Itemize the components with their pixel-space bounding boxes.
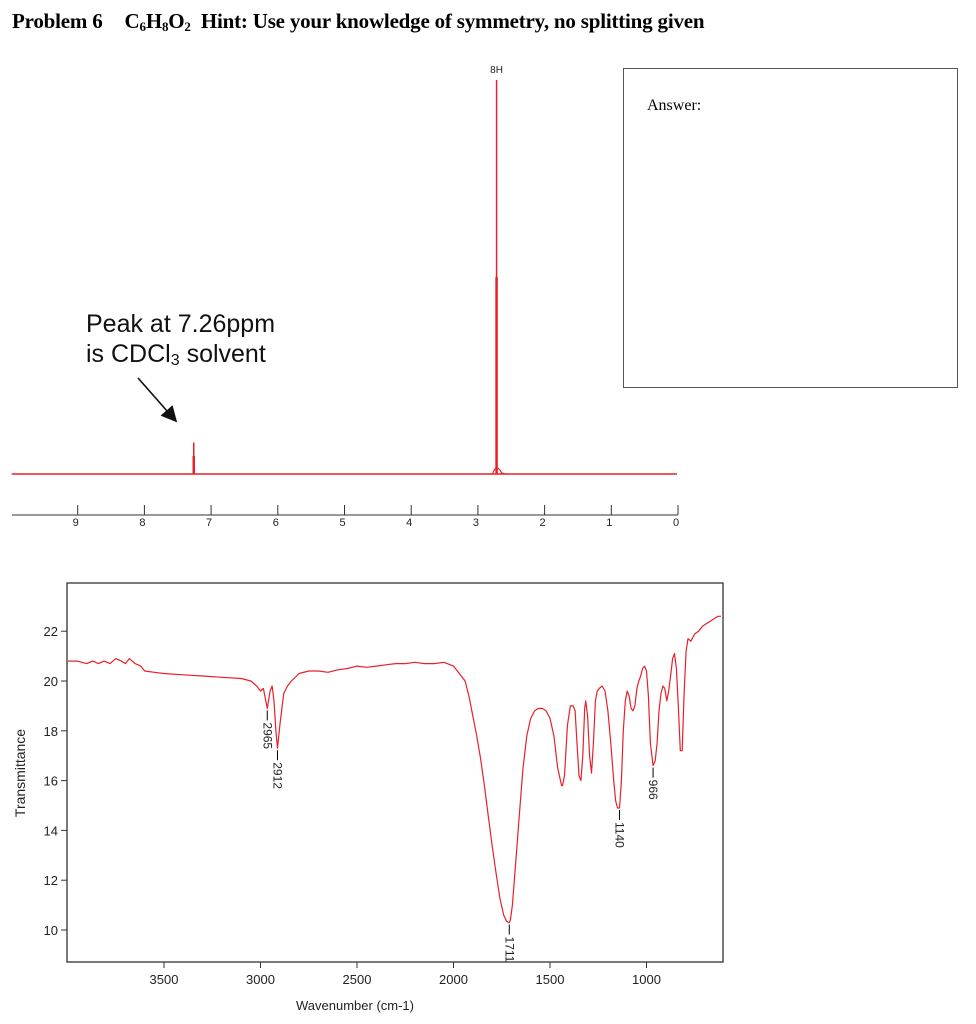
nmr-tick-label: 0 <box>673 517 679 529</box>
ir-x-axis-label: Wavenumber (cm-1) <box>296 998 414 1013</box>
ir-spectrum: 10 12 14 16 18 20 22 3500 3000 2500 2000 1500 1000 Wa… <box>12 582 724 1013</box>
nmr-integration-label: 8H <box>490 65 503 76</box>
ir-plot-frame <box>66 582 724 963</box>
answer-box[interactable]: Answer: <box>623 68 958 388</box>
svg-text:2965: 2965 <box>260 722 274 749</box>
solvent-annotation: Peak at 7.26ppm is CDCl3 solvent <box>86 309 275 369</box>
ir-x-tick-label: 3000 <box>246 972 275 987</box>
annotation-arrow-icon <box>137 377 178 423</box>
svg-text:1140: 1140 <box>612 822 626 848</box>
nmr-tick-label: 3 <box>473 517 479 529</box>
svg-text:2912: 2912 <box>270 762 284 789</box>
ir-y-tick-label: 18 <box>44 724 58 739</box>
ir-y-tick-label: 20 <box>44 674 58 689</box>
ir-x-tick-label: 3500 <box>150 972 179 987</box>
nmr-tick-label: 1 <box>606 517 612 529</box>
ir-x-tick-label: 2000 <box>439 972 468 987</box>
answer-label: Answer: <box>647 97 702 114</box>
svg-text:1711: 1711 <box>502 937 516 963</box>
ir-peak-label: 2965 <box>260 710 274 749</box>
problem-number: Problem 6 <box>12 9 103 33</box>
ir-peak-label: 1711 <box>502 924 516 963</box>
ir-y-tick-label: 16 <box>44 774 58 789</box>
nmr-tick-label: 4 <box>406 517 412 529</box>
nmr-tick-label: 8 <box>139 517 145 529</box>
hint-text: Hint: Use your knowledge of symmetry, no… <box>200 9 705 33</box>
molecular-formula: C6H8O2 <box>124 9 191 34</box>
nmr-spectrum: 8H 9 8 7 6 5 4 3 2 1 0 <box>11 65 679 529</box>
svg-text:966: 966 <box>646 780 660 800</box>
ir-x-tick-label: 1000 <box>632 972 661 987</box>
annotation-line-2: is CDCl3 solvent <box>86 340 266 369</box>
ir-x-tick-label: 1500 <box>536 972 565 987</box>
annotation-line-1: Peak at 7.26ppm <box>86 310 276 338</box>
ir-y-tick-label: 14 <box>44 823 58 838</box>
ir-y-axis-label: Transmittance <box>12 729 28 817</box>
ir-peak-label: 966 <box>646 767 660 800</box>
nmr-tick-label: 5 <box>339 517 345 529</box>
nmr-tick-label: 9 <box>73 517 79 529</box>
ir-trace <box>68 615 721 924</box>
ir-y-tick-label: 12 <box>44 873 58 888</box>
nmr-tick-label: 7 <box>206 517 212 529</box>
problem-title: Problem 6 C6H8O2 Hint: Use your knowledge… <box>12 9 705 34</box>
ir-x-tick-label: 2500 <box>343 972 372 987</box>
ir-peak-label: 1140 <box>612 809 626 848</box>
ir-y-tick-label: 22 <box>44 624 58 639</box>
ir-peak-label: 2912 <box>270 750 284 789</box>
nmr-tick-label: 6 <box>273 517 279 529</box>
ir-y-tick-label: 10 <box>44 923 58 938</box>
nmr-tick-label: 2 <box>540 517 546 529</box>
